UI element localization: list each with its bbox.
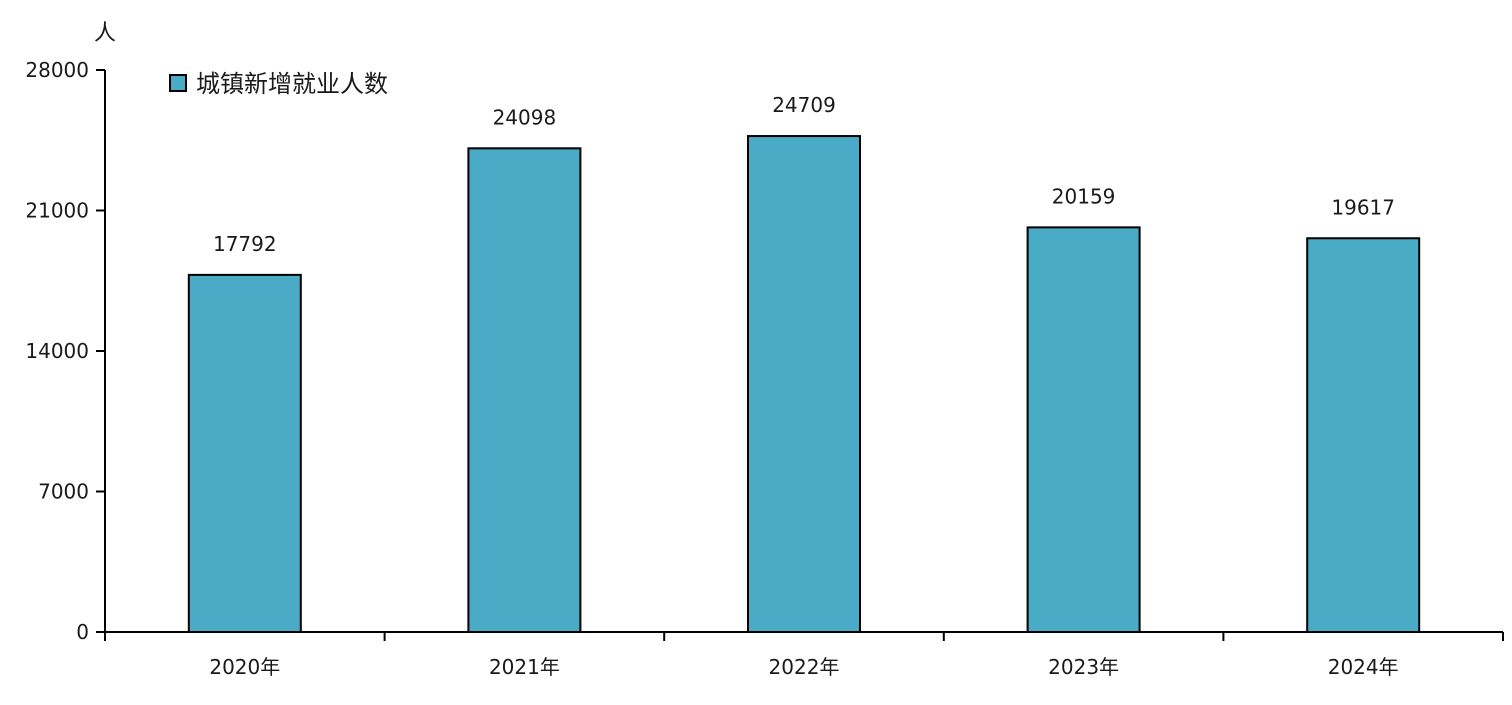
bar (747, 135, 861, 633)
data-label: 20159 (1052, 184, 1116, 208)
bar (1306, 237, 1421, 633)
data-label: 19617 (1331, 195, 1395, 219)
data-label: 24098 (493, 105, 557, 129)
bar (467, 147, 582, 633)
plot-area: 0 7000 14000 21000 28000 17792 2020年 24098 2021年… (25, 58, 1504, 679)
y-tick-label: 0 (76, 620, 89, 644)
legend-swatch (169, 74, 187, 92)
data-label: 24709 (772, 93, 836, 117)
legend-label: 城镇新增就业人数 (196, 70, 388, 98)
x-category-label: 2022年 (769, 655, 840, 679)
x-category-label: 2020年 (209, 655, 280, 679)
y-tick-label: 14000 (25, 339, 89, 363)
y-axis-unit: 人 (94, 21, 116, 46)
y-tick-label: 7000 (38, 480, 89, 504)
y-tick-label: 28000 (25, 58, 89, 82)
y-tick-label: 21000 (25, 199, 89, 223)
x-category-label: 2023年 (1048, 655, 1119, 679)
legend: 城镇新增就业人数 (169, 70, 388, 98)
data-label: 17792 (213, 232, 277, 256)
bar (187, 273, 302, 633)
x-category-label: 2021年 (489, 655, 560, 679)
bar (1026, 226, 1141, 633)
x-category-label: 2024年 (1328, 655, 1399, 679)
